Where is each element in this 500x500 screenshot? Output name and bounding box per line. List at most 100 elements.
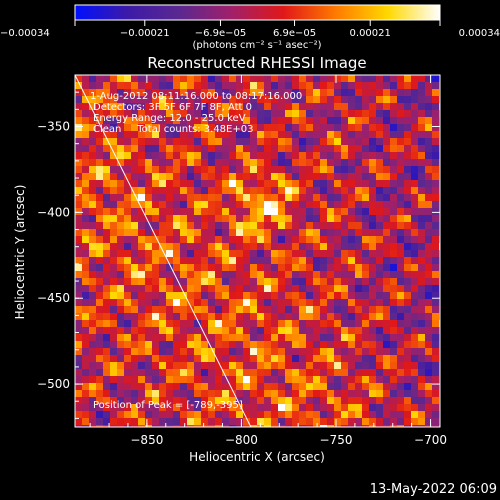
heatmap-cell	[271, 222, 279, 230]
heatmap-cell	[138, 271, 146, 279]
heatmap-cell	[159, 250, 167, 258]
heatmap-cell	[285, 278, 293, 286]
heatmap-cell	[131, 187, 139, 195]
heatmap-cell	[257, 411, 265, 419]
heatmap-cell	[376, 159, 384, 167]
heatmap-cell	[285, 404, 293, 412]
heatmap-cell	[208, 362, 216, 370]
heatmap-cell	[271, 215, 279, 223]
heatmap-cell	[243, 236, 251, 244]
heatmap-cell	[103, 271, 111, 279]
heatmap-cell	[383, 257, 391, 265]
heatmap-cell	[201, 152, 209, 160]
heatmap-cell	[306, 243, 314, 251]
heatmap-cell	[306, 411, 314, 419]
heatmap-cell	[278, 362, 286, 370]
heatmap-cell	[320, 362, 328, 370]
heatmap-cell	[166, 124, 174, 132]
heatmap-cell	[124, 117, 132, 125]
heatmap-cell	[194, 348, 202, 356]
heatmap-cell	[243, 159, 251, 167]
heatmap-cell	[215, 285, 223, 293]
colorbar-bar	[74, 4, 441, 21]
heatmap-cell	[397, 180, 405, 188]
heatmap-cell	[250, 243, 258, 251]
heatmap-cell	[257, 278, 265, 286]
heatmap-cell	[285, 355, 293, 363]
heatmap-cell	[96, 327, 104, 335]
heatmap-cell	[117, 334, 125, 342]
heatmap-cell	[152, 250, 160, 258]
heatmap-cell	[411, 397, 419, 405]
heatmap-cell	[166, 82, 174, 90]
heatmap-cell	[341, 180, 349, 188]
heatmap-cell	[257, 201, 265, 209]
heatmap-cell	[250, 397, 258, 405]
heatmap-cell	[187, 341, 195, 349]
heatmap-cell	[271, 376, 279, 384]
heatmap-cell	[292, 285, 300, 293]
heatmap-cell	[418, 299, 426, 307]
heatmap-cell	[299, 390, 307, 398]
heatmap-cell	[222, 411, 230, 419]
heatmap-cell	[320, 264, 328, 272]
heatmap-cell	[292, 397, 300, 405]
heatmap-cell	[145, 103, 153, 111]
heatmap-cell	[432, 187, 440, 195]
heatmap-cell	[383, 418, 391, 426]
heatmap-cell	[173, 152, 181, 160]
heatmap-cell	[376, 215, 384, 223]
heatmap-cell	[194, 152, 202, 160]
heatmap-cell	[236, 264, 244, 272]
heatmap-cell	[306, 418, 314, 426]
heatmap-cell	[75, 194, 83, 202]
heatmap-cell	[397, 271, 405, 279]
heatmap-cell	[369, 166, 377, 174]
heatmap-cell	[404, 313, 412, 321]
heatmap-cell	[89, 383, 97, 391]
heatmap-cell	[390, 124, 398, 132]
heatmap-cell	[278, 383, 286, 391]
heatmap-cell	[418, 278, 426, 286]
heatmap-cell	[425, 194, 433, 202]
heatmap-cell	[257, 208, 265, 216]
heatmap-cell	[383, 341, 391, 349]
heatmap-cell	[383, 376, 391, 384]
heatmap-cell	[222, 103, 230, 111]
heatmap-cell	[180, 131, 188, 139]
heatmap-cell	[173, 180, 181, 188]
heatmap-cell	[271, 271, 279, 279]
heatmap-cell	[131, 299, 139, 307]
heatmap-cell	[355, 390, 363, 398]
heatmap-cell	[404, 159, 412, 167]
heatmap-cell	[425, 348, 433, 356]
heatmap-cell	[362, 208, 370, 216]
heatmap-cell	[313, 327, 321, 335]
heatmap-cell	[278, 117, 286, 125]
heatmap-cell	[96, 103, 104, 111]
heatmap-cell	[432, 166, 440, 174]
heatmap-cell	[257, 75, 265, 83]
heatmap-cell	[124, 194, 132, 202]
heatmap-cell	[390, 82, 398, 90]
heatmap-cell	[271, 89, 279, 97]
heatmap-cell	[110, 138, 118, 146]
heatmap-cell	[418, 124, 426, 132]
heatmap-cell	[390, 257, 398, 265]
heatmap-cell	[425, 397, 433, 405]
heatmap-cell	[334, 383, 342, 391]
heatmap-cell	[89, 411, 97, 419]
heatmap-cell	[313, 264, 321, 272]
heatmap-cell	[173, 383, 181, 391]
heatmap-cell	[418, 327, 426, 335]
heatmap-cell	[166, 257, 174, 265]
heatmap-cell	[383, 236, 391, 244]
heatmap-cell	[397, 201, 405, 209]
heatmap-cell	[320, 222, 328, 230]
heatmap-cell	[299, 250, 307, 258]
heatmap-cell	[138, 362, 146, 370]
heatmap-cell	[369, 369, 377, 377]
heatmap-cell	[264, 75, 272, 83]
heatmap-cell	[173, 376, 181, 384]
heatmap-cell	[243, 201, 251, 209]
